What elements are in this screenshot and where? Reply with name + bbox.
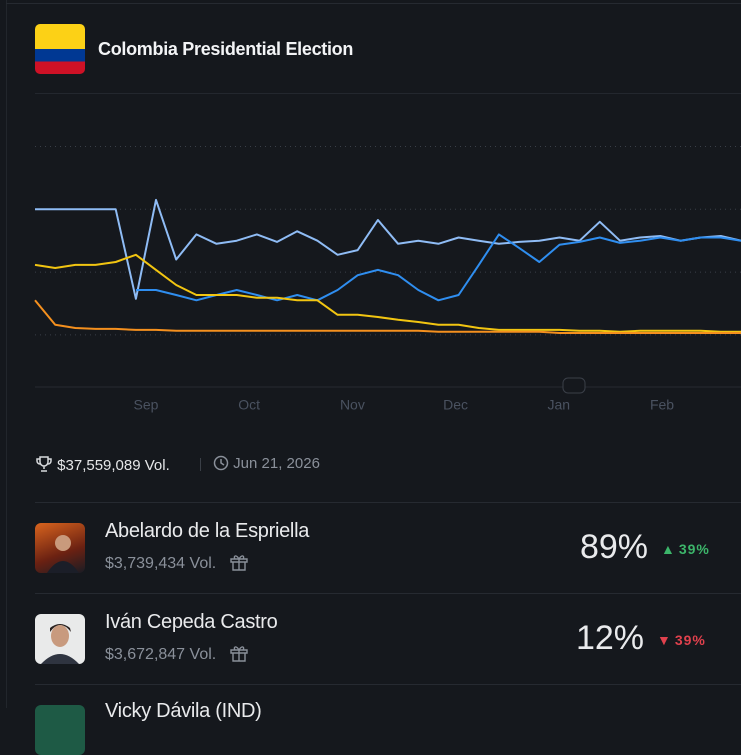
- page: Colombia Presidential Election Sep Oct Nov…: [6, 0, 741, 755]
- divider: [35, 93, 741, 94]
- left-border: [6, 0, 7, 708]
- outcome-volume: $3,739,434 Vol.: [105, 553, 249, 573]
- outcome-name[interactable]: Vicky Dávila (IND): [105, 700, 262, 722]
- x-tick-label: Dec: [443, 397, 468, 413]
- total-volume: $37,559,089 Vol.: [57, 457, 170, 474]
- avatar: [35, 705, 85, 755]
- x-tick-label: Oct: [238, 397, 260, 413]
- x-tick-label: Jan: [548, 397, 571, 413]
- separator: [200, 458, 201, 471]
- series-line: [34, 253, 741, 333]
- avatar: [35, 614, 85, 664]
- avatar-figure: [47, 535, 79, 573]
- row-divider: [35, 684, 741, 685]
- row-divider: [35, 593, 741, 594]
- flag: [35, 24, 85, 74]
- gift-icon[interactable]: [229, 553, 249, 571]
- change-value: 39%: [678, 541, 710, 557]
- outcome-chance: 89%: [579, 528, 648, 566]
- scroll-handle[interactable]: [562, 377, 586, 394]
- avatar-figure: [41, 624, 79, 664]
- chart: Sep Oct Nov Dec Jan Feb: [34, 145, 741, 413]
- volume-text: $3,739,434 Vol.: [105, 555, 217, 572]
- trophy-icon: [36, 456, 52, 472]
- row-divider: [35, 502, 741, 503]
- x-tick-label: Feb: [650, 397, 674, 413]
- avatar: [35, 523, 85, 573]
- series-line: [135, 233, 741, 302]
- clock-icon: [213, 455, 229, 471]
- outcome-chance: 12%: [575, 619, 644, 657]
- x-tick-label: Sep: [134, 397, 159, 413]
- volume-info: $37,559,089 Vol.: [35, 455, 170, 474]
- series-line: [34, 299, 741, 334]
- outcome-name[interactable]: Abelardo de la Espriella: [105, 520, 310, 542]
- market-title: Colombia Presidential Election: [98, 39, 354, 59]
- date-info: Jun 21, 2026: [213, 455, 320, 472]
- outcome-volume: $3,672,847 Vol.: [105, 644, 249, 664]
- change-value: 39%: [674, 632, 706, 648]
- end-date: Jun 21, 2026: [233, 455, 320, 472]
- top-border: [6, 3, 741, 4]
- change: ▲ 39%: [661, 541, 710, 557]
- volume-text: $3,672,847 Vol.: [105, 646, 217, 663]
- gift-icon[interactable]: [229, 644, 249, 662]
- outcome-name[interactable]: Iván Cepeda Castro: [105, 611, 278, 633]
- series-line: [35, 198, 741, 300]
- x-tick-label: Nov: [340, 397, 365, 413]
- change: ▼ 39%: [657, 632, 706, 648]
